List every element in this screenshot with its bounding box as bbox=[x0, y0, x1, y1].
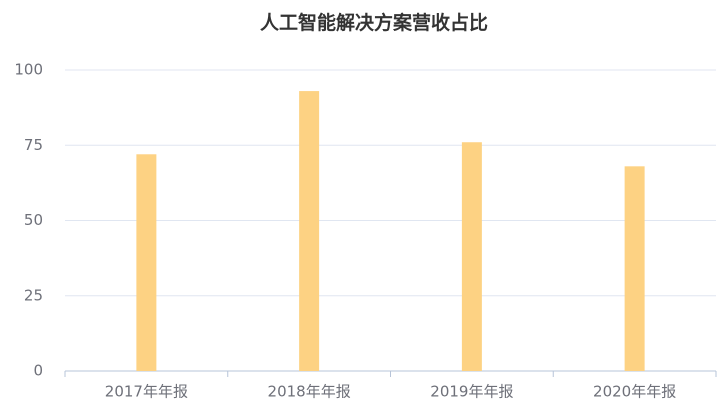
x-tick-label: 2017年年报 bbox=[105, 383, 188, 401]
bar bbox=[624, 166, 645, 371]
y-tick-label: 25 bbox=[24, 286, 43, 304]
x-tick-label: 2019年年报 bbox=[430, 383, 513, 401]
y-tick-label: 50 bbox=[24, 211, 43, 229]
y-tick-label: 100 bbox=[14, 61, 43, 79]
x-tick-label: 2018年年报 bbox=[268, 383, 351, 401]
chart-title: 人工智能解决方案营收占比 bbox=[260, 11, 488, 34]
y-tick-label: 75 bbox=[24, 136, 43, 154]
y-tick-label: 0 bbox=[33, 362, 43, 380]
x-tick-label: 2020年年报 bbox=[593, 383, 676, 401]
bar bbox=[136, 154, 157, 371]
bar bbox=[461, 142, 482, 371]
bar bbox=[299, 91, 320, 371]
